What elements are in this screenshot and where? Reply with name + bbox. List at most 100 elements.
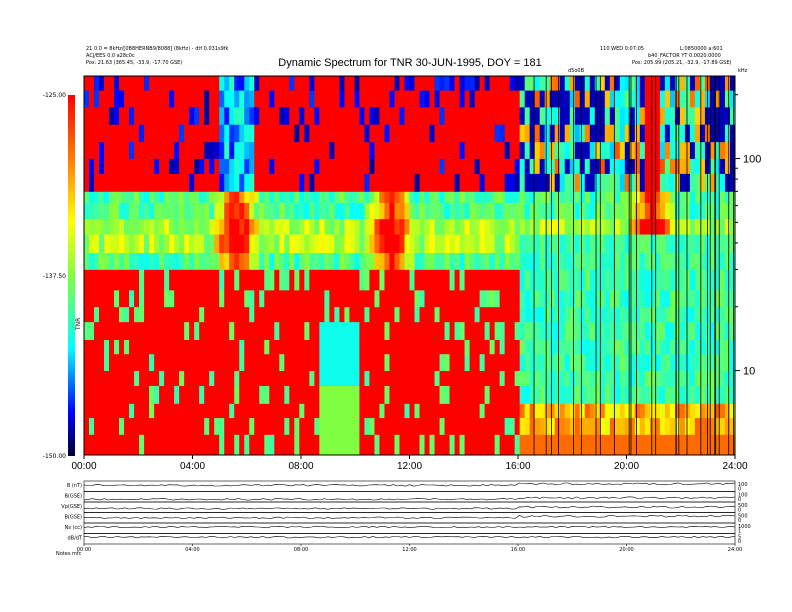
spectrogram-cell	[99, 106, 105, 125]
spectrogram-cell	[549, 141, 556, 159]
spectrogram-cell	[224, 321, 230, 341]
spectrogram-cell	[449, 269, 455, 291]
spectrogram-cell	[609, 269, 616, 291]
spectrogram-cell	[549, 234, 556, 254]
spectrogram-cell	[379, 289, 385, 308]
spectrogram-cell	[229, 385, 235, 404]
spectrogram-cell	[699, 191, 706, 203]
spectrogram-cell	[319, 370, 325, 386]
spectrogram-cell	[369, 124, 375, 143]
spectrogram-cell	[524, 218, 531, 235]
spectrogram-cell	[509, 370, 516, 386]
spectrogram-cell	[124, 306, 130, 323]
spectrogram-cell	[619, 339, 626, 355]
spectrogram-cell	[159, 202, 165, 220]
spectrogram-cell	[669, 76, 676, 91]
spectrogram-cell	[524, 173, 531, 192]
spectrogram-cell	[629, 252, 636, 270]
spectrogram-cell	[419, 353, 425, 371]
spectrogram-cell	[679, 158, 686, 174]
spectrogram-cell	[379, 141, 385, 159]
spectrogram-cell	[199, 321, 205, 341]
spectrogram-cell	[689, 339, 696, 355]
spectrogram-cell	[219, 434, 225, 456]
spectrogram-cell	[184, 124, 190, 143]
spectrogram-cell	[429, 321, 435, 341]
spectrogram-cell	[419, 370, 425, 386]
spectrogram-cell	[664, 403, 671, 419]
spectrogram-cell	[479, 385, 486, 404]
spectrogram-cell	[559, 173, 566, 192]
spectrogram-cell	[699, 269, 706, 291]
spectrogram-cell	[294, 385, 300, 404]
spectrogram-cell	[664, 218, 671, 235]
spectrogram-cell	[134, 218, 140, 235]
spectrogram-cell	[554, 90, 561, 108]
spectrogram-cell	[714, 385, 721, 404]
spectrogram-cell	[604, 269, 611, 291]
y-tick-label: 10	[743, 366, 755, 378]
spectrogram-cell	[244, 353, 250, 371]
spectrogram-cell	[229, 218, 235, 235]
spectrogram-cell	[664, 234, 671, 254]
spectrogram-cell	[254, 76, 260, 91]
spectrogram-cell	[559, 124, 566, 143]
spectrogram-cell	[564, 385, 571, 404]
spectrogram-cell	[274, 141, 280, 159]
spectrogram-cell	[399, 403, 405, 419]
spectrogram-cell	[354, 385, 360, 404]
spectrogram-cell	[424, 417, 430, 435]
spectrogram-cell	[454, 141, 460, 159]
spectrogram-cell	[524, 124, 531, 143]
spectrogram-cell	[369, 252, 375, 270]
spectrogram-cell	[269, 321, 275, 341]
spectrogram-cell	[624, 173, 631, 192]
spectrogram-cell	[669, 353, 676, 371]
spectrogram-cell	[194, 124, 200, 143]
spectrogram-cell	[124, 234, 130, 254]
spectrogram-cell	[579, 141, 586, 159]
spectrogram-cell	[169, 252, 175, 270]
spectrogram-cell	[184, 173, 190, 192]
spectrogram-cell	[534, 76, 541, 91]
spectrogram-cell	[549, 321, 556, 341]
spectrogram-cell	[549, 76, 556, 91]
spectrogram-cell	[294, 269, 300, 291]
spectrogram-cell	[209, 306, 215, 323]
spectrogram-cell	[284, 353, 290, 371]
spectrogram-cell	[339, 306, 345, 323]
spectrogram-cell	[659, 191, 666, 203]
spectrogram-cell	[264, 76, 270, 91]
spectrogram-cell	[659, 269, 666, 291]
spectrogram-cell	[554, 202, 561, 220]
spectrogram-cell	[94, 306, 100, 323]
spectrogram-cell	[644, 90, 651, 108]
spectrogram-cell	[354, 106, 360, 125]
spectrogram-cell	[124, 76, 130, 91]
spectrogram-cell	[534, 417, 541, 435]
spectrogram-cell	[184, 403, 190, 419]
spectrogram-cell	[509, 173, 516, 192]
spectrogram-cell	[504, 106, 511, 125]
spectrogram-cell	[584, 434, 591, 456]
spectrogram-cell	[179, 353, 185, 371]
spectrogram-cell	[124, 353, 130, 371]
spectrogram-cell	[119, 353, 125, 371]
spectrogram-cell	[244, 289, 250, 308]
spectrogram-cell	[579, 234, 586, 254]
spectrogram-cell	[134, 306, 140, 323]
spectrogram-cell	[434, 218, 440, 235]
spectrogram-cell	[589, 289, 596, 308]
spectrogram-cell	[84, 191, 90, 203]
spectrogram-cell	[629, 191, 636, 203]
spectrogram-cell	[274, 90, 280, 108]
spectrogram-cell	[574, 370, 581, 386]
spectrogram-cell	[224, 218, 230, 235]
spectrogram-cell	[474, 124, 481, 143]
spectrogram-cell	[539, 289, 546, 308]
spectrogram-cell	[644, 191, 651, 203]
spectrogram-cell	[654, 434, 661, 456]
spectrogram-cell	[129, 124, 135, 143]
spectrogram-cell	[114, 252, 120, 270]
spectrogram-cell	[359, 385, 365, 404]
